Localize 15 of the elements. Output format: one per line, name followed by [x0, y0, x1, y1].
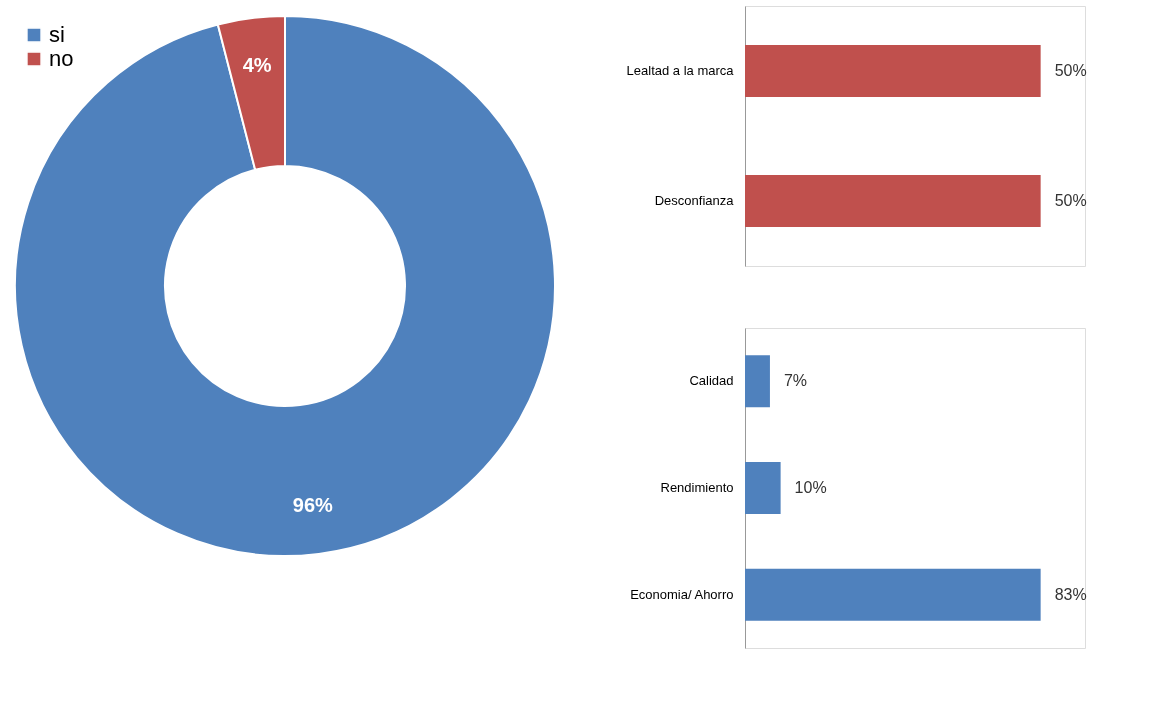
data-label: 83% [1054, 585, 1087, 603]
legend-label: no [49, 46, 74, 71]
data-label: 96% [292, 494, 334, 517]
y-tick-label: Rendimiento [660, 480, 734, 495]
y-tick-label: Lealtad a la marca [626, 63, 735, 78]
y-tick-label: Calidad [689, 373, 734, 389]
data-label: 7% [783, 372, 808, 390]
data-label: 50% [1054, 192, 1087, 209]
y-tick-label: Desconfianza [654, 193, 735, 208]
legend-label: si [49, 22, 65, 47]
data-label: 4% [242, 53, 272, 76]
y-tick-label: Economia/ Ahorro [630, 586, 734, 602]
data-label: 10% [794, 479, 827, 496]
donut-slice [14, 15, 556, 557]
data-label: 50% [1054, 62, 1087, 79]
